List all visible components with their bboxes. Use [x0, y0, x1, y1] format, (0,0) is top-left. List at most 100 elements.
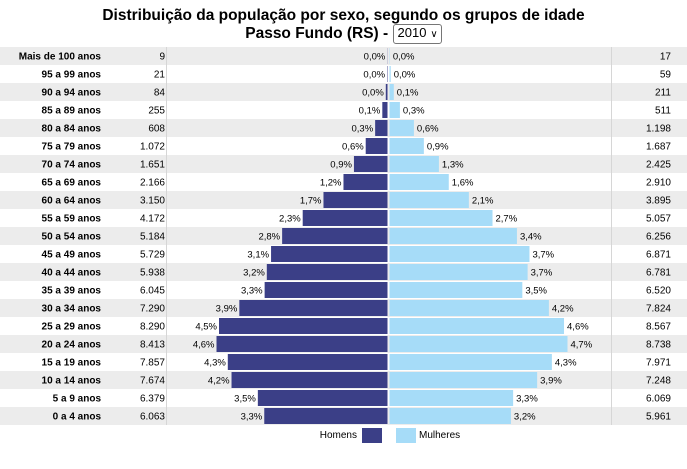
women-count: 3.895 [646, 196, 671, 207]
chevron-down-icon: ∨ [430, 29, 438, 40]
age-group-label: 85 a 89 anos [42, 106, 102, 117]
men-percent-label: 3,3% [241, 412, 263, 423]
women-count: 2.910 [646, 178, 671, 189]
age-group-label: 65 a 69 anos [42, 178, 102, 189]
men-bar [264, 408, 388, 424]
row-band [0, 119, 687, 137]
men-bar [216, 336, 388, 352]
men-count: 5.184 [140, 232, 165, 243]
men-percent-label: 4,5% [195, 322, 217, 333]
age-group-label: 0 a 4 anos [53, 412, 102, 423]
age-group-label: 25 a 29 anos [42, 322, 102, 333]
men-count: 6.045 [140, 286, 165, 297]
row-band [0, 83, 687, 101]
men-percent-label: 3,5% [234, 394, 256, 405]
men-percent-label: 1,7% [300, 196, 322, 207]
men-count: 3.150 [140, 196, 165, 207]
women-bar [389, 102, 400, 118]
age-group-label: 75 a 79 anos [42, 142, 102, 153]
women-count: 7.824 [646, 304, 671, 315]
women-percent-label: 0,0% [394, 70, 416, 81]
men-percent-label: 3,9% [216, 304, 238, 315]
men-count: 2.166 [140, 178, 165, 189]
age-group-label: 15 a 19 anos [42, 358, 102, 369]
age-group-label: 5 a 9 anos [53, 394, 102, 405]
women-count: 5.057 [646, 214, 671, 225]
age-group-label: 20 a 24 anos [42, 340, 102, 351]
men-bar [271, 246, 388, 262]
women-bar [389, 354, 552, 370]
women-percent-label: 4,7% [571, 340, 593, 351]
men-count: 6.063 [140, 412, 165, 423]
chart-title: Distribuição da população por sexo, segu… [102, 7, 585, 24]
legend-men-swatch [362, 428, 382, 443]
women-bar [389, 300, 549, 316]
men-count: 608 [148, 124, 165, 135]
women-bar [389, 408, 511, 424]
men-percent-label: 2,3% [279, 214, 301, 225]
women-bar [389, 390, 514, 406]
women-count: 6.520 [646, 286, 671, 297]
men-percent-label: 4,6% [193, 340, 215, 351]
women-percent-label: 3,5% [525, 286, 547, 297]
row-band [0, 155, 687, 173]
women-percent-label: 4,3% [555, 358, 577, 369]
women-percent-label: 3,7% [532, 250, 554, 261]
age-group-label: 90 a 94 anos [42, 88, 102, 99]
women-percent-label: 2,7% [496, 214, 518, 225]
row-band [0, 47, 687, 65]
men-count: 5.938 [140, 268, 165, 279]
age-group-label: Mais de 100 anos [19, 52, 102, 63]
men-count: 7.674 [140, 376, 165, 387]
women-percent-label: 0,3% [403, 106, 425, 117]
women-count: 7.971 [646, 358, 671, 369]
year-select-value: 2010 [397, 25, 427, 40]
men-percent-label: 0,3% [351, 124, 373, 135]
women-bar [389, 372, 538, 388]
women-percent-label: 0,6% [417, 124, 439, 135]
men-percent-label: 4,2% [208, 376, 230, 387]
age-group-label: 80 a 84 anos [42, 124, 102, 135]
men-count: 1.651 [140, 160, 165, 171]
women-count: 6.069 [646, 394, 671, 405]
women-percent-label: 3,7% [531, 268, 553, 279]
men-bar [239, 300, 388, 316]
women-count: 7.248 [646, 376, 671, 387]
women-count: 6.256 [646, 232, 671, 243]
women-bar [389, 120, 414, 136]
women-percent-label: 2,1% [472, 196, 494, 207]
women-bar [389, 336, 568, 352]
men-bar [302, 210, 388, 226]
women-count: 59 [660, 70, 672, 81]
men-bar [382, 102, 388, 118]
women-percent-label: 0,9% [427, 142, 449, 153]
men-percent-label: 0,0% [363, 70, 385, 81]
women-bar [389, 264, 528, 280]
women-bar [389, 138, 424, 154]
subtitle-location: Passo Fundo (RS) - [245, 25, 389, 42]
year-select[interactable]: 2010 ∨ [392, 24, 442, 44]
men-percent-label: 0,9% [330, 160, 352, 171]
men-count: 7.290 [140, 304, 165, 315]
age-group-label: 30 a 34 anos [42, 304, 102, 315]
men-bar [365, 138, 388, 154]
women-percent-label: 0,1% [397, 88, 419, 99]
men-percent-label: 3,2% [243, 268, 265, 279]
age-group-label: 10 a 14 anos [42, 376, 102, 387]
age-group-label: 35 a 39 anos [42, 286, 102, 297]
women-percent-label: 0,0% [393, 52, 415, 63]
men-bar [375, 120, 388, 136]
age-group-label: 55 a 59 anos [42, 214, 102, 225]
women-bar [389, 192, 469, 208]
men-count: 4.172 [140, 214, 165, 225]
men-bar [323, 192, 388, 208]
men-count: 21 [154, 70, 166, 81]
men-percent-label: 1,2% [320, 178, 342, 189]
men-bar [264, 282, 388, 298]
women-bar [389, 282, 523, 298]
men-bar [231, 372, 388, 388]
men-percent-label: 0,0% [364, 52, 386, 63]
age-group-label: 45 a 49 anos [42, 250, 102, 261]
women-bar [389, 318, 565, 334]
